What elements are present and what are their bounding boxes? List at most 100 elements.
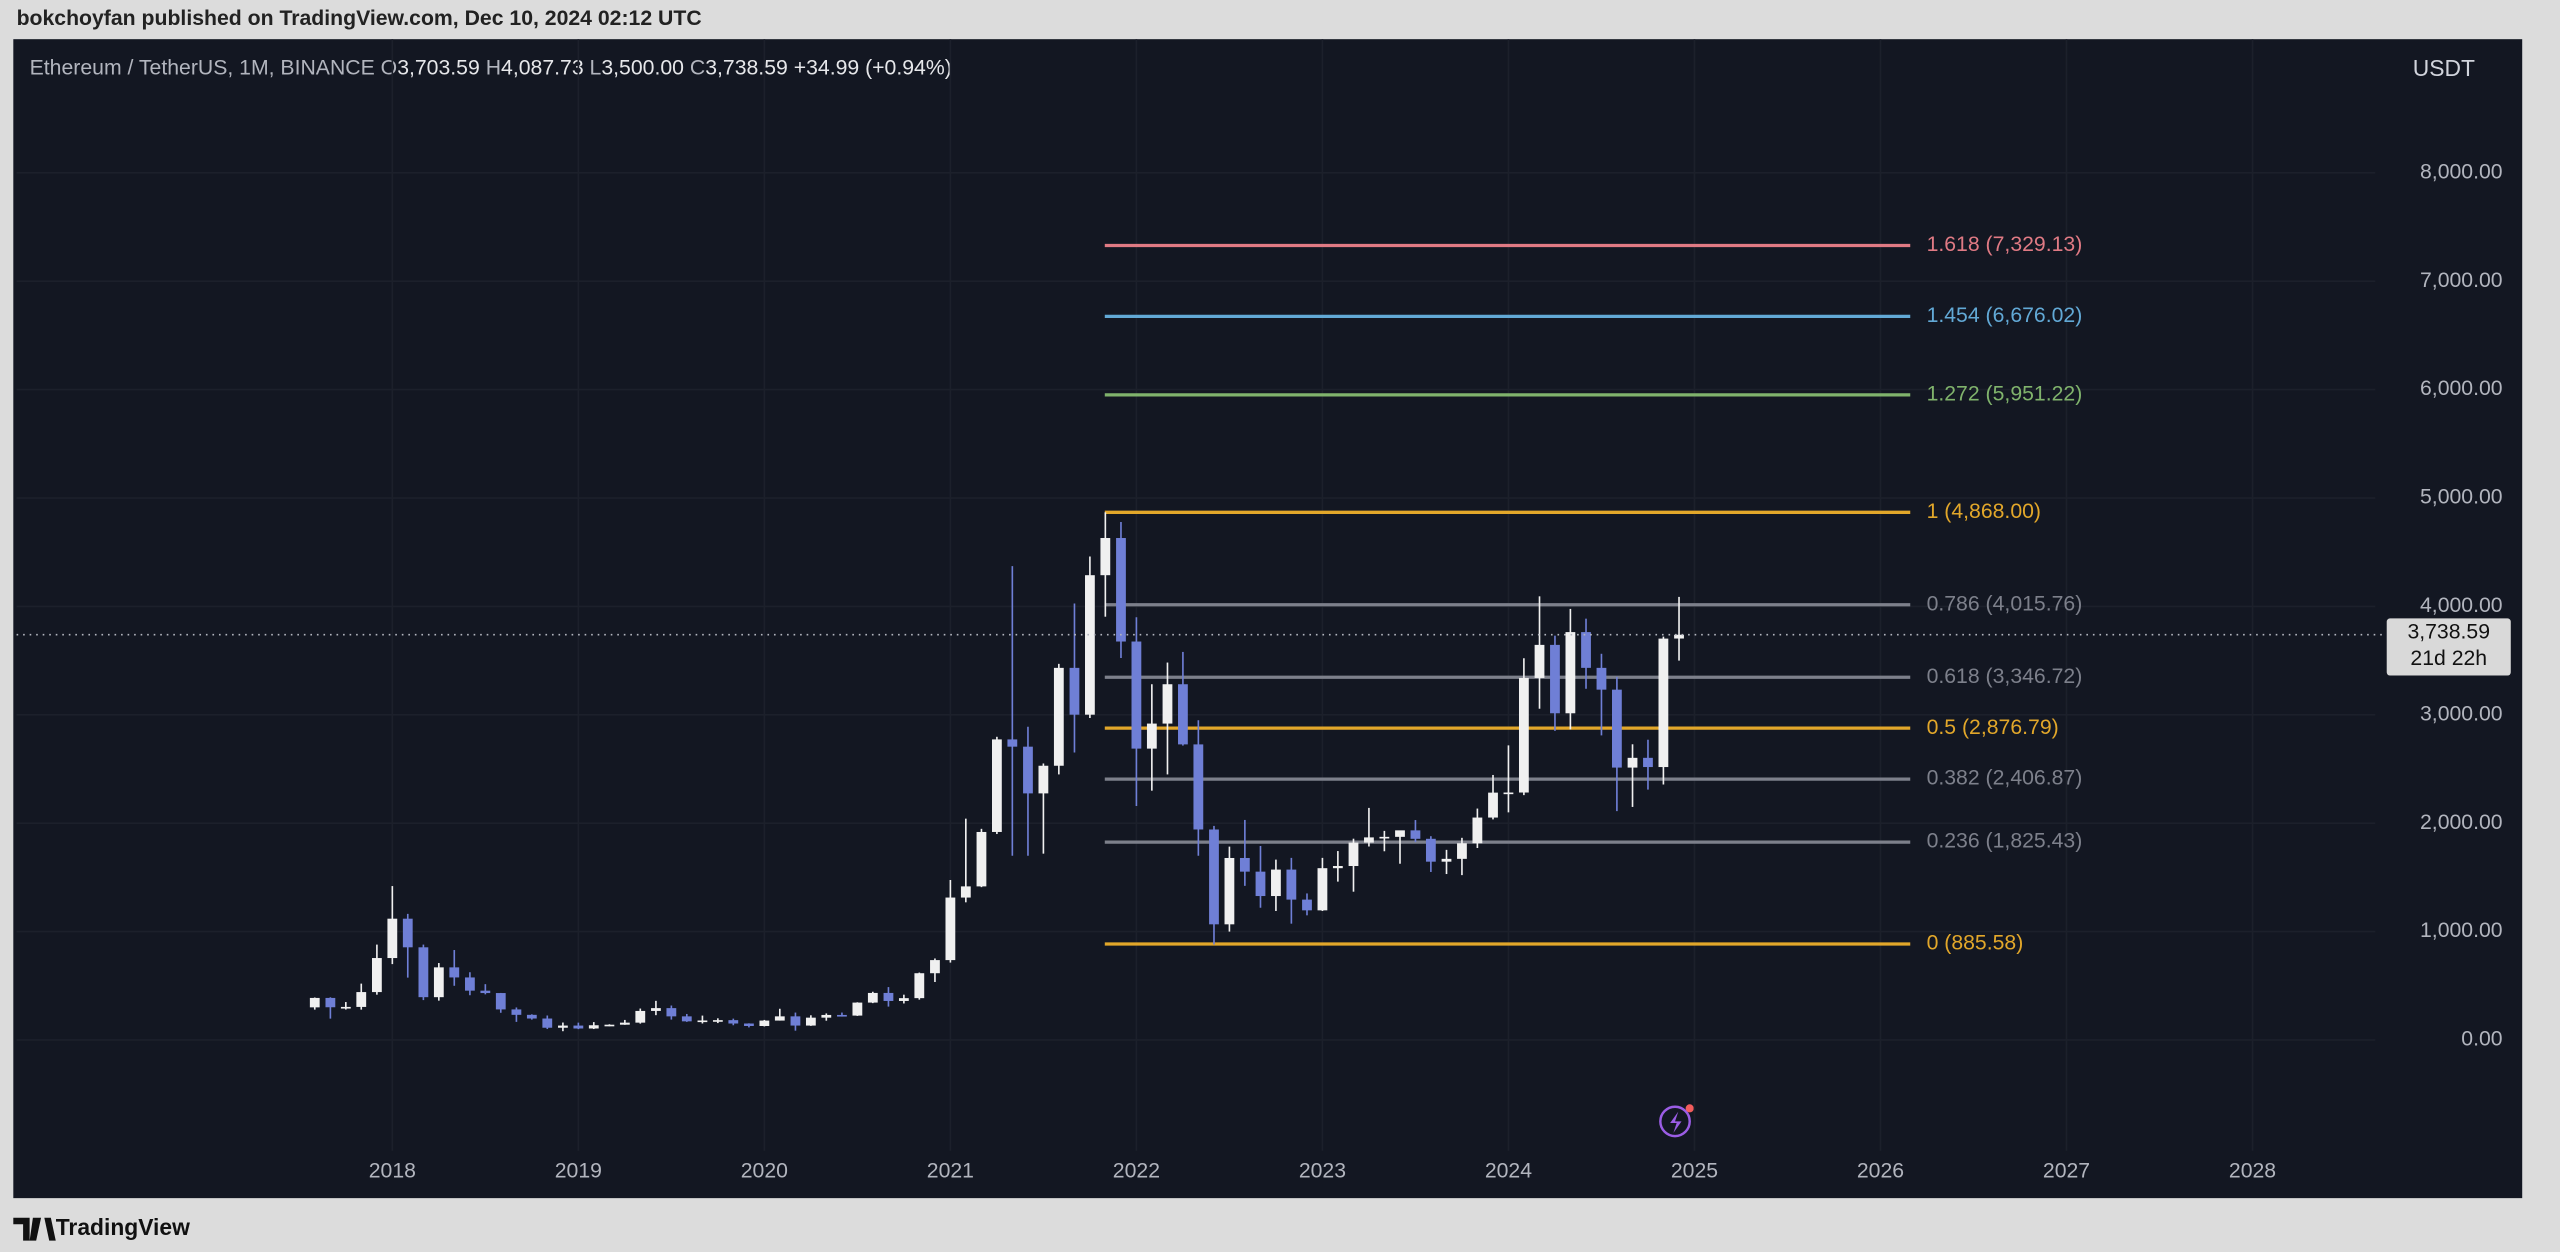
chart-panel	[13, 39, 2523, 1199]
candle-body	[1178, 684, 1188, 745]
candle-body	[1146, 723, 1157, 749]
candle-body	[744, 1023, 754, 1027]
candle-body	[945, 897, 956, 961]
grid	[16, 39, 2376, 1151]
y-tick-label: 1,000.00	[2420, 919, 2503, 942]
fib-level-label: 0.382 (2,406.87)	[1927, 767, 2083, 790]
candle-body	[867, 992, 878, 1003]
fib-level-label: 1 (4,868.00)	[1927, 500, 2041, 523]
candle-body	[573, 1025, 584, 1029]
candle-body	[1488, 792, 1498, 818]
candle-body	[852, 1002, 863, 1016]
candle-body	[1581, 632, 1591, 668]
fib-level-label: 1.272 (5,951.22)	[1927, 383, 2083, 406]
x-tick-label: 2021	[927, 1160, 974, 1183]
candle-body	[1410, 830, 1421, 839]
candle-body	[1100, 538, 1111, 576]
candle-body	[1317, 868, 1328, 911]
candle-body	[387, 918, 398, 959]
candle-body	[651, 1008, 661, 1011]
candle-body	[1611, 689, 1622, 768]
candle-body	[1053, 667, 1064, 766]
brand-name: TradingView	[56, 1214, 190, 1240]
candle-body	[790, 1016, 801, 1026]
candle-body	[728, 1020, 739, 1024]
candle-body	[1007, 739, 1018, 747]
fib-level-label: 0.618 (3,346.72)	[1927, 665, 2083, 688]
ohlc-value: 3,703.59	[397, 56, 480, 79]
candle-body	[1209, 829, 1219, 925]
candle-body	[542, 1018, 553, 1028]
candle-body	[960, 886, 971, 898]
candle-body	[1271, 869, 1281, 897]
candle-body	[635, 1010, 646, 1023]
candle-body	[1255, 871, 1266, 897]
candle-body	[1364, 837, 1374, 843]
candle-body	[1674, 634, 1684, 639]
ohlc-value: 3,738.59	[705, 56, 788, 79]
candle-body	[588, 1025, 599, 1029]
candle-body	[495, 993, 506, 1010]
candle-body	[1038, 765, 1049, 794]
candle-body	[1565, 632, 1576, 714]
x-tick-label: 2020	[741, 1160, 788, 1183]
candle-body	[991, 739, 1002, 832]
ohlc-value: 4,087.73	[501, 56, 584, 79]
candle-body	[1116, 538, 1126, 642]
published-note: bokchoyfan published on TradingView.com,…	[17, 7, 702, 30]
candle-body	[449, 967, 460, 978]
candle-body	[1457, 843, 1467, 859]
x-tick-label: 2028	[2229, 1160, 2276, 1183]
candle-body	[1518, 677, 1529, 793]
ohlc-key: H	[486, 56, 501, 79]
y-tick-label: 5,000.00	[2420, 486, 2503, 509]
candle-body	[821, 1014, 832, 1018]
candle-body	[774, 1016, 785, 1021]
x-tick-label: 2018	[369, 1160, 416, 1183]
candle-body	[1534, 644, 1545, 678]
ohlc-key: O	[381, 56, 398, 79]
candle-body	[1193, 744, 1204, 830]
x-tick-label: 2025	[1671, 1160, 1718, 1183]
candle-body	[1069, 667, 1080, 715]
candle-body	[976, 831, 987, 887]
last-price-label: 3,738.59	[2407, 621, 2490, 644]
x-tick-label: 2027	[2043, 1160, 2090, 1183]
ohlc-key: L	[590, 56, 602, 79]
last-price-box	[2386, 618, 2511, 676]
fib-level-label: 1.618 (7,329.13)	[1927, 233, 2083, 256]
candle-body	[1286, 869, 1297, 900]
lightning-icon	[1659, 1104, 1694, 1138]
candle-body	[883, 992, 894, 1001]
x-tick-label: 2024	[1485, 1160, 1532, 1183]
y-tick-label: 4,000.00	[2420, 594, 2503, 617]
y-tick-label: 7,000.00	[2420, 269, 2503, 292]
change: +34.99 (+0.94%)	[794, 56, 952, 79]
candle-body	[898, 998, 909, 1001]
candle-body	[1550, 644, 1560, 714]
candle-body	[1627, 757, 1638, 768]
candle-body	[837, 1014, 847, 1017]
candle-body	[666, 1008, 677, 1017]
x-tick-label: 2026	[1857, 1160, 1904, 1183]
candle-body	[480, 990, 491, 994]
countdown-label: 21d 22h	[2410, 647, 2487, 670]
x-tick-label: 2022	[1113, 1160, 1160, 1183]
y-tick-label: 3,000.00	[2420, 702, 2503, 725]
candle-body	[402, 918, 413, 948]
fib-level-label: 0.786 (4,015.76)	[1927, 592, 2083, 615]
candle-body	[604, 1024, 615, 1027]
candle-body	[1643, 757, 1653, 768]
candle-body	[1441, 858, 1452, 862]
candle-body	[805, 1017, 816, 1026]
candle-body	[558, 1025, 568, 1028]
candle-body	[1085, 575, 1095, 715]
candle-body	[914, 973, 925, 999]
candle-body	[418, 947, 429, 998]
y-tick-label: 6,000.00	[2420, 377, 2503, 400]
candle-body	[1023, 746, 1033, 794]
candle-body	[1379, 836, 1390, 839]
candle-body	[1503, 792, 1514, 795]
